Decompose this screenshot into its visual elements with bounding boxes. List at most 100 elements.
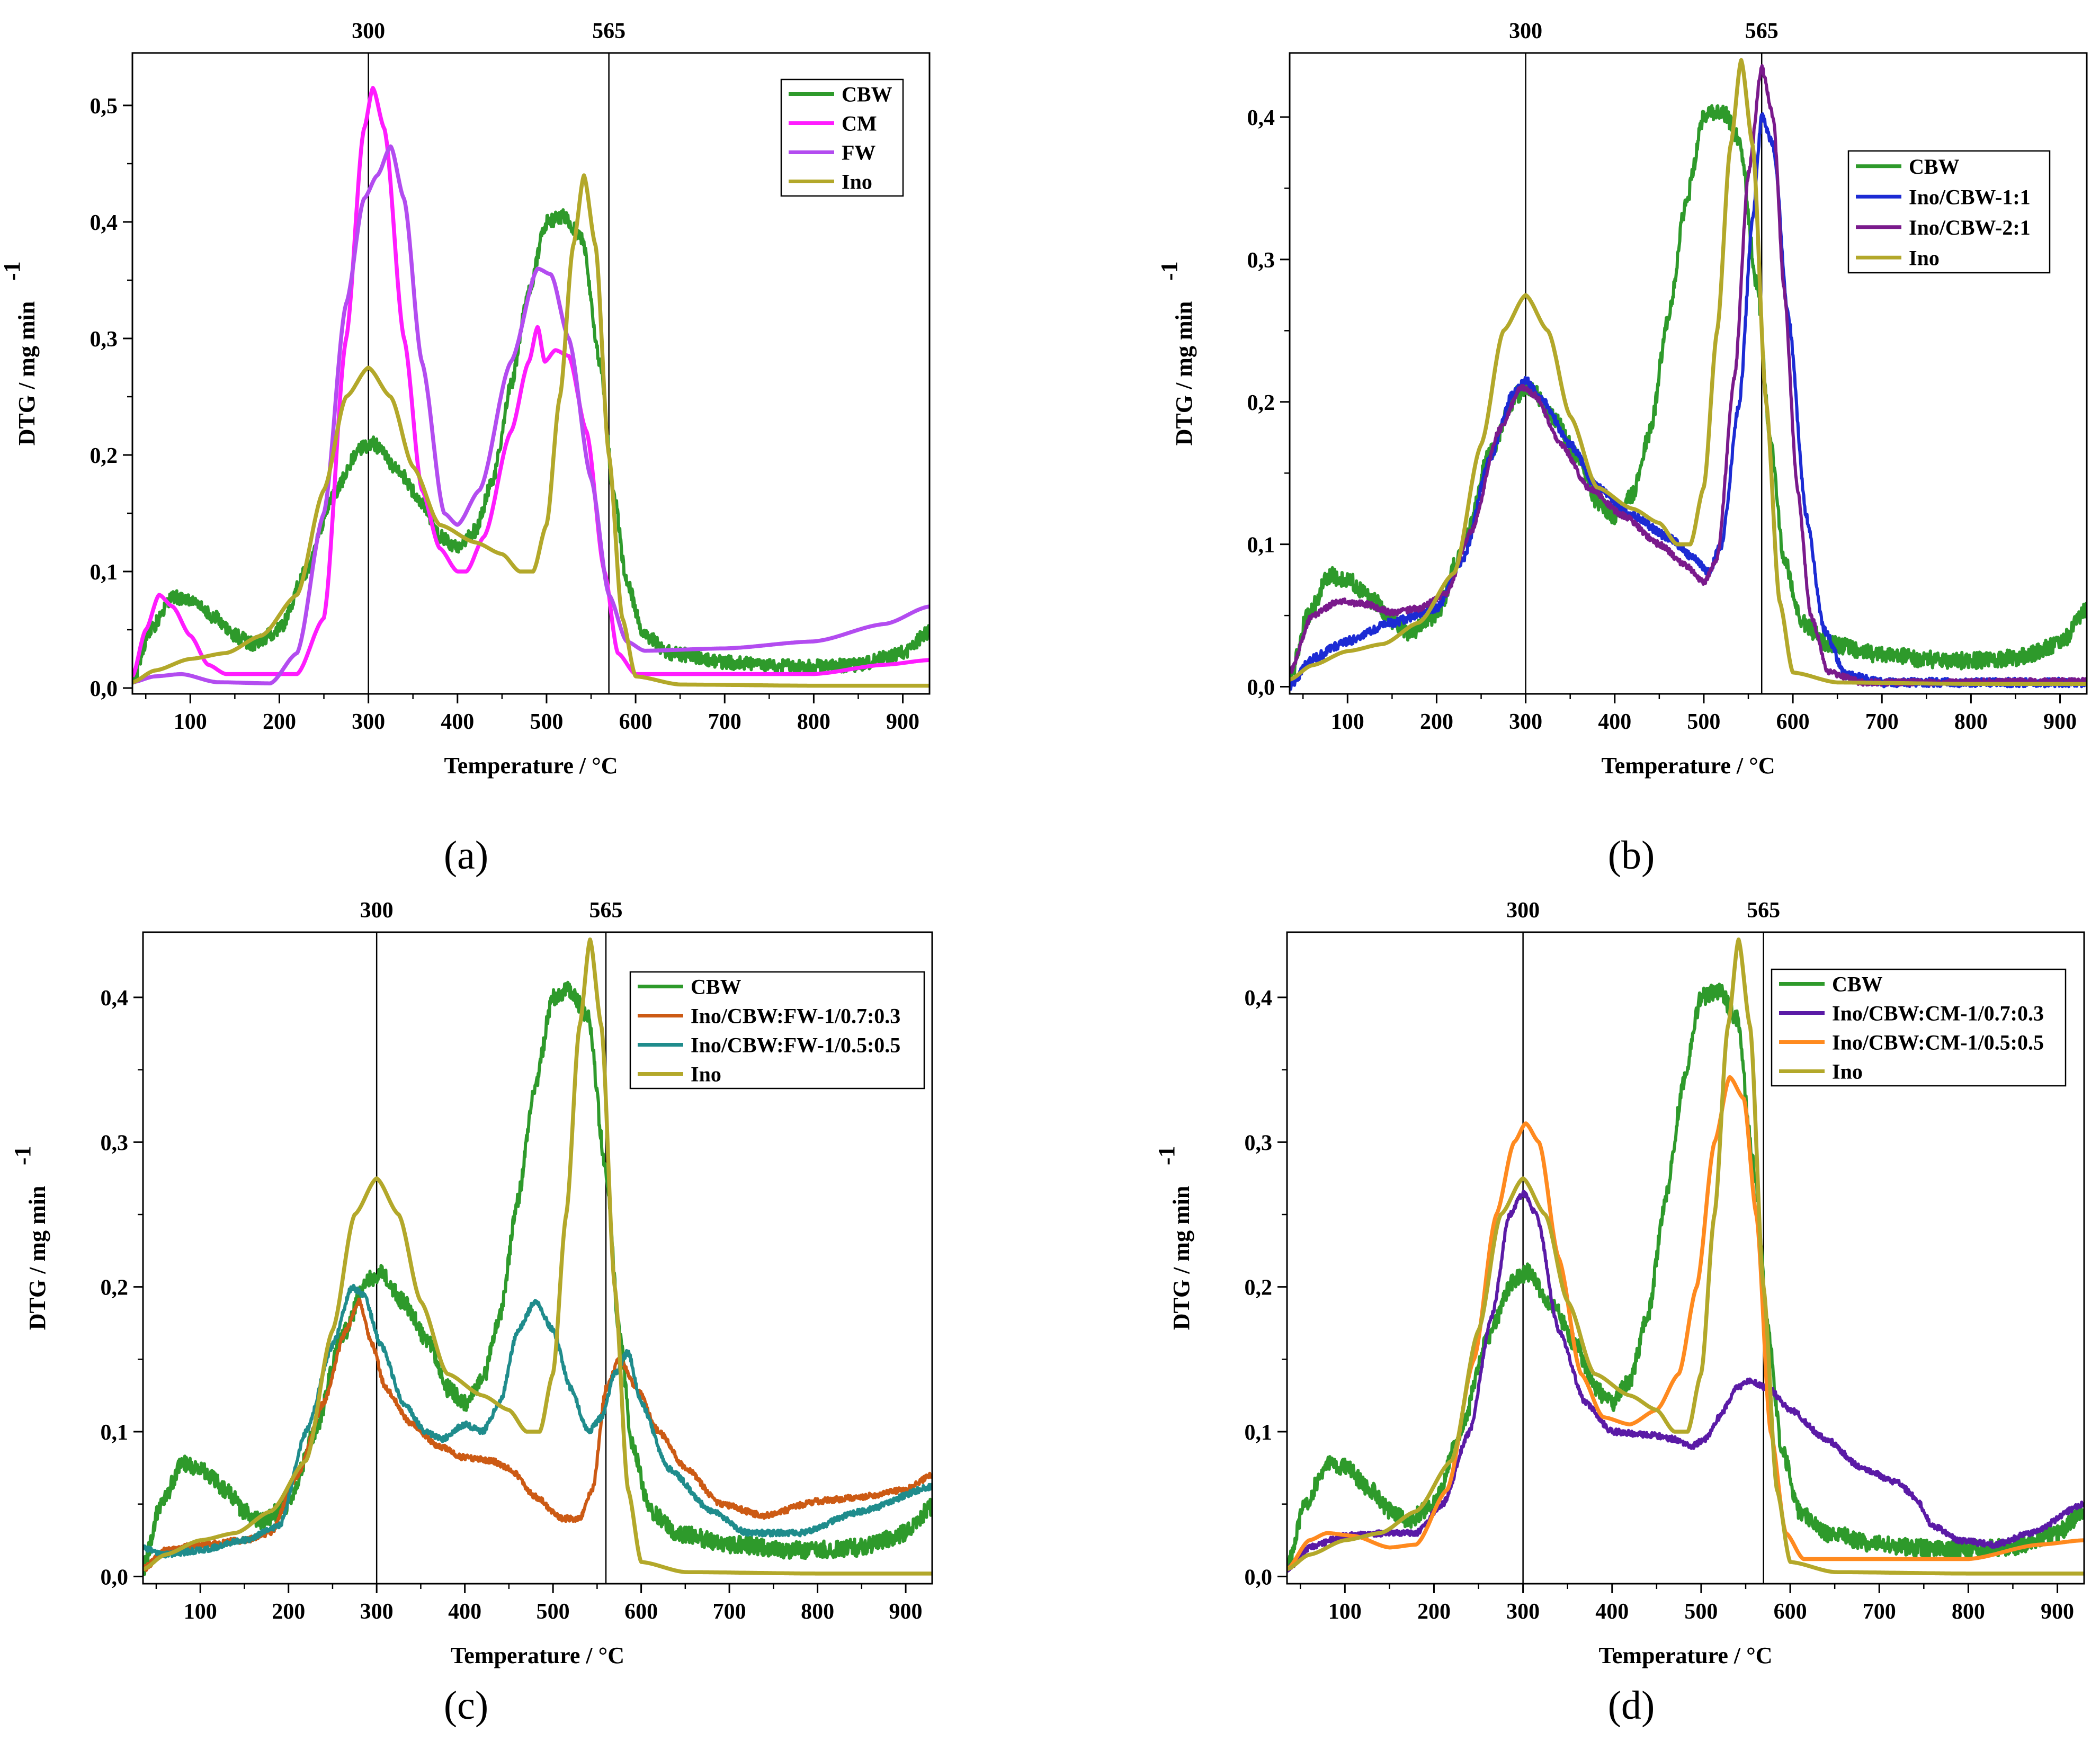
panel-caption: (c) [444,1683,488,1728]
x-tick-label: 600 [1776,710,1810,734]
legend-label-ino-cbw-fw-1-0-7-0-3: Ino/CBW:FW-1/0.7:0.3 [691,1004,900,1028]
legend-label-ino-cbw-fw-1-0-5-0-5: Ino/CBW:FW-1/0.5:0.5 [691,1033,900,1057]
plot-frame [142,931,933,1585]
series-line-ino-cbw-fw-1-0-5-0-5 [143,1283,932,1559]
panel-caption: (a) [444,833,488,878]
x-tick-label: 300 [352,710,385,734]
x-tick-label: 500 [1687,710,1720,734]
y-tick-label: 0,0 [1247,676,1275,700]
y-axis-title: DTG / mg min [14,301,40,446]
x-tick-label: 100 [174,710,207,734]
y-axis-title-group: DTG / mg min -1 [10,1146,50,1330]
x-tick-label: 800 [1952,1600,1985,1624]
x-tick-label: 700 [708,710,741,734]
y-tick-label: 0,1 [90,560,118,585]
x-tick-label: 300 [1509,710,1542,734]
x-tick-label: 600 [1774,1600,1807,1624]
legend-label-ino: Ino [1832,1060,1863,1084]
x-tick-label: 400 [1595,1600,1629,1624]
series-line-ino [1287,937,2084,1576]
reference-label-300: 300 [1509,19,1542,43]
legend-label-ino: Ino [1909,246,1940,270]
legend-label-cbw: CBW [1832,972,1883,996]
legend-label-ino-cbw-2-1: Ino/CBW-2:1 [1909,216,2031,239]
x-axis-title: Temperature / °C [451,1642,624,1668]
y-tick-label: 0,4 [1245,986,1273,1011]
legend-label-ino: Ino [691,1063,721,1086]
y-axis-title: DTG / mg min [1168,1186,1194,1331]
x-tick-label: 300 [360,1600,394,1624]
y-tick-label: 0,1 [101,1421,129,1445]
legend-label-ino-cbw-cm-1-0-7-0-3: Ino/CBW:CM-1/0.7:0.3 [1832,1002,2044,1025]
legend-box [629,971,925,1090]
x-axis-title: Temperature / °C [444,753,618,779]
y-tick-label: 0,1 [1245,1421,1273,1445]
y-axis-title: DTG / mg min [1171,301,1197,446]
y-tick-label: 0,3 [101,1131,129,1155]
legend-label-cbw: CBW [842,83,892,106]
reference-label-565: 565 [1747,898,1780,923]
chart-panel-d: 300 565 100 200 300 400 500 600 700 800 900 0,0 0,1 0… [1154,898,2085,1728]
legend-label-fw: FW [842,141,875,165]
x-tick-label: 400 [448,1600,481,1624]
chart-panel-b: 300 565 100 200 300 400 500 600 700 800 900 0,0 0,1 0… [1156,19,2088,878]
legend-label-ino-cbw-1-1: Ino/CBW-1:1 [1909,185,2031,209]
x-tick-label: 800 [797,710,830,734]
y-tick-label: 0,2 [90,444,118,468]
series-line-fw [132,144,930,685]
y-tick-label: 0,0 [101,1565,129,1590]
reference-label-300: 300 [352,19,385,43]
legend-label-ino-cbw-cm-1-0-5-0-5: Ino/CBW:CM-1/0.5:0.5 [1832,1031,2044,1055]
x-tick-label: 200 [263,710,296,734]
y-tick-label: 0,1 [1247,533,1275,558]
x-tick-label: 400 [1598,710,1631,734]
x-tick-label: 900 [2041,1600,2074,1624]
x-tick-label: 400 [441,710,474,734]
y-axis-title: DTG / mg min [24,1186,50,1331]
legend-box [780,78,904,197]
series-line-ino-cbw-cm-1-0-7-0-3 [1287,1190,2084,1573]
y-tick-label: 0,2 [101,1276,129,1300]
x-tick-label: 700 [1863,1600,1896,1624]
chart-panel-c: 300 565 100 200 300 400 500 600 700 800 900 0,0 0,1 0… [10,898,933,1728]
plot-frame [131,52,931,695]
legend-label-ino: Ino [842,170,872,194]
x-tick-label: 900 [886,710,919,734]
y-tick-label: 0,0 [1245,1565,1273,1590]
chart-panel-a: 300 565 100 200 300 400 500 600 700 800 900 0,0 0,1 0… [0,19,931,878]
x-tick-label: 100 [1328,1600,1362,1624]
legend-box [1771,968,2067,1087]
x-axis-title: Temperature / °C [1601,753,1775,779]
y-tick-label: 0,3 [90,327,118,352]
panel-caption: (d) [1608,1683,1655,1728]
reference-label-565: 565 [1745,19,1779,43]
panel-caption: (b) [1608,833,1655,878]
x-tick-label: 700 [713,1600,746,1624]
x-tick-label: 800 [1954,710,1988,734]
y-tick-label: 0,3 [1247,248,1275,273]
x-tick-label: 100 [1331,710,1364,734]
series-line-ino [1290,58,2087,686]
y-axis-title-group: DTG / mg min -1 [1156,261,1197,445]
plot-frame [1286,931,2085,1585]
x-tick-label: 200 [272,1600,305,1624]
reference-label-300: 300 [360,898,394,923]
series-line-cbw [1287,983,2084,1569]
reference-label-300: 300 [1506,898,1540,923]
x-tick-label: 200 [1420,710,1453,734]
y-axis-title-group: DTG / mg min -1 [1154,1146,1194,1330]
x-tick-label: 500 [1684,1600,1718,1624]
legend-label-cm: CM [842,112,877,136]
y-tick-label: 0,4 [101,986,129,1011]
x-tick-label: 600 [619,710,653,734]
legend-box [1847,150,2051,274]
y-tick-label: 0,4 [1247,106,1275,130]
x-tick-label: 100 [184,1600,217,1624]
legend-label-cbw: CBW [1909,155,1960,178]
series-line-cm [132,86,930,678]
x-tick-label: 500 [537,1600,570,1624]
x-tick-label: 600 [624,1600,658,1624]
y-axis-exponent: -1 [10,1146,35,1165]
y-axis-title-group: DTG / mg min -1 [0,261,40,445]
